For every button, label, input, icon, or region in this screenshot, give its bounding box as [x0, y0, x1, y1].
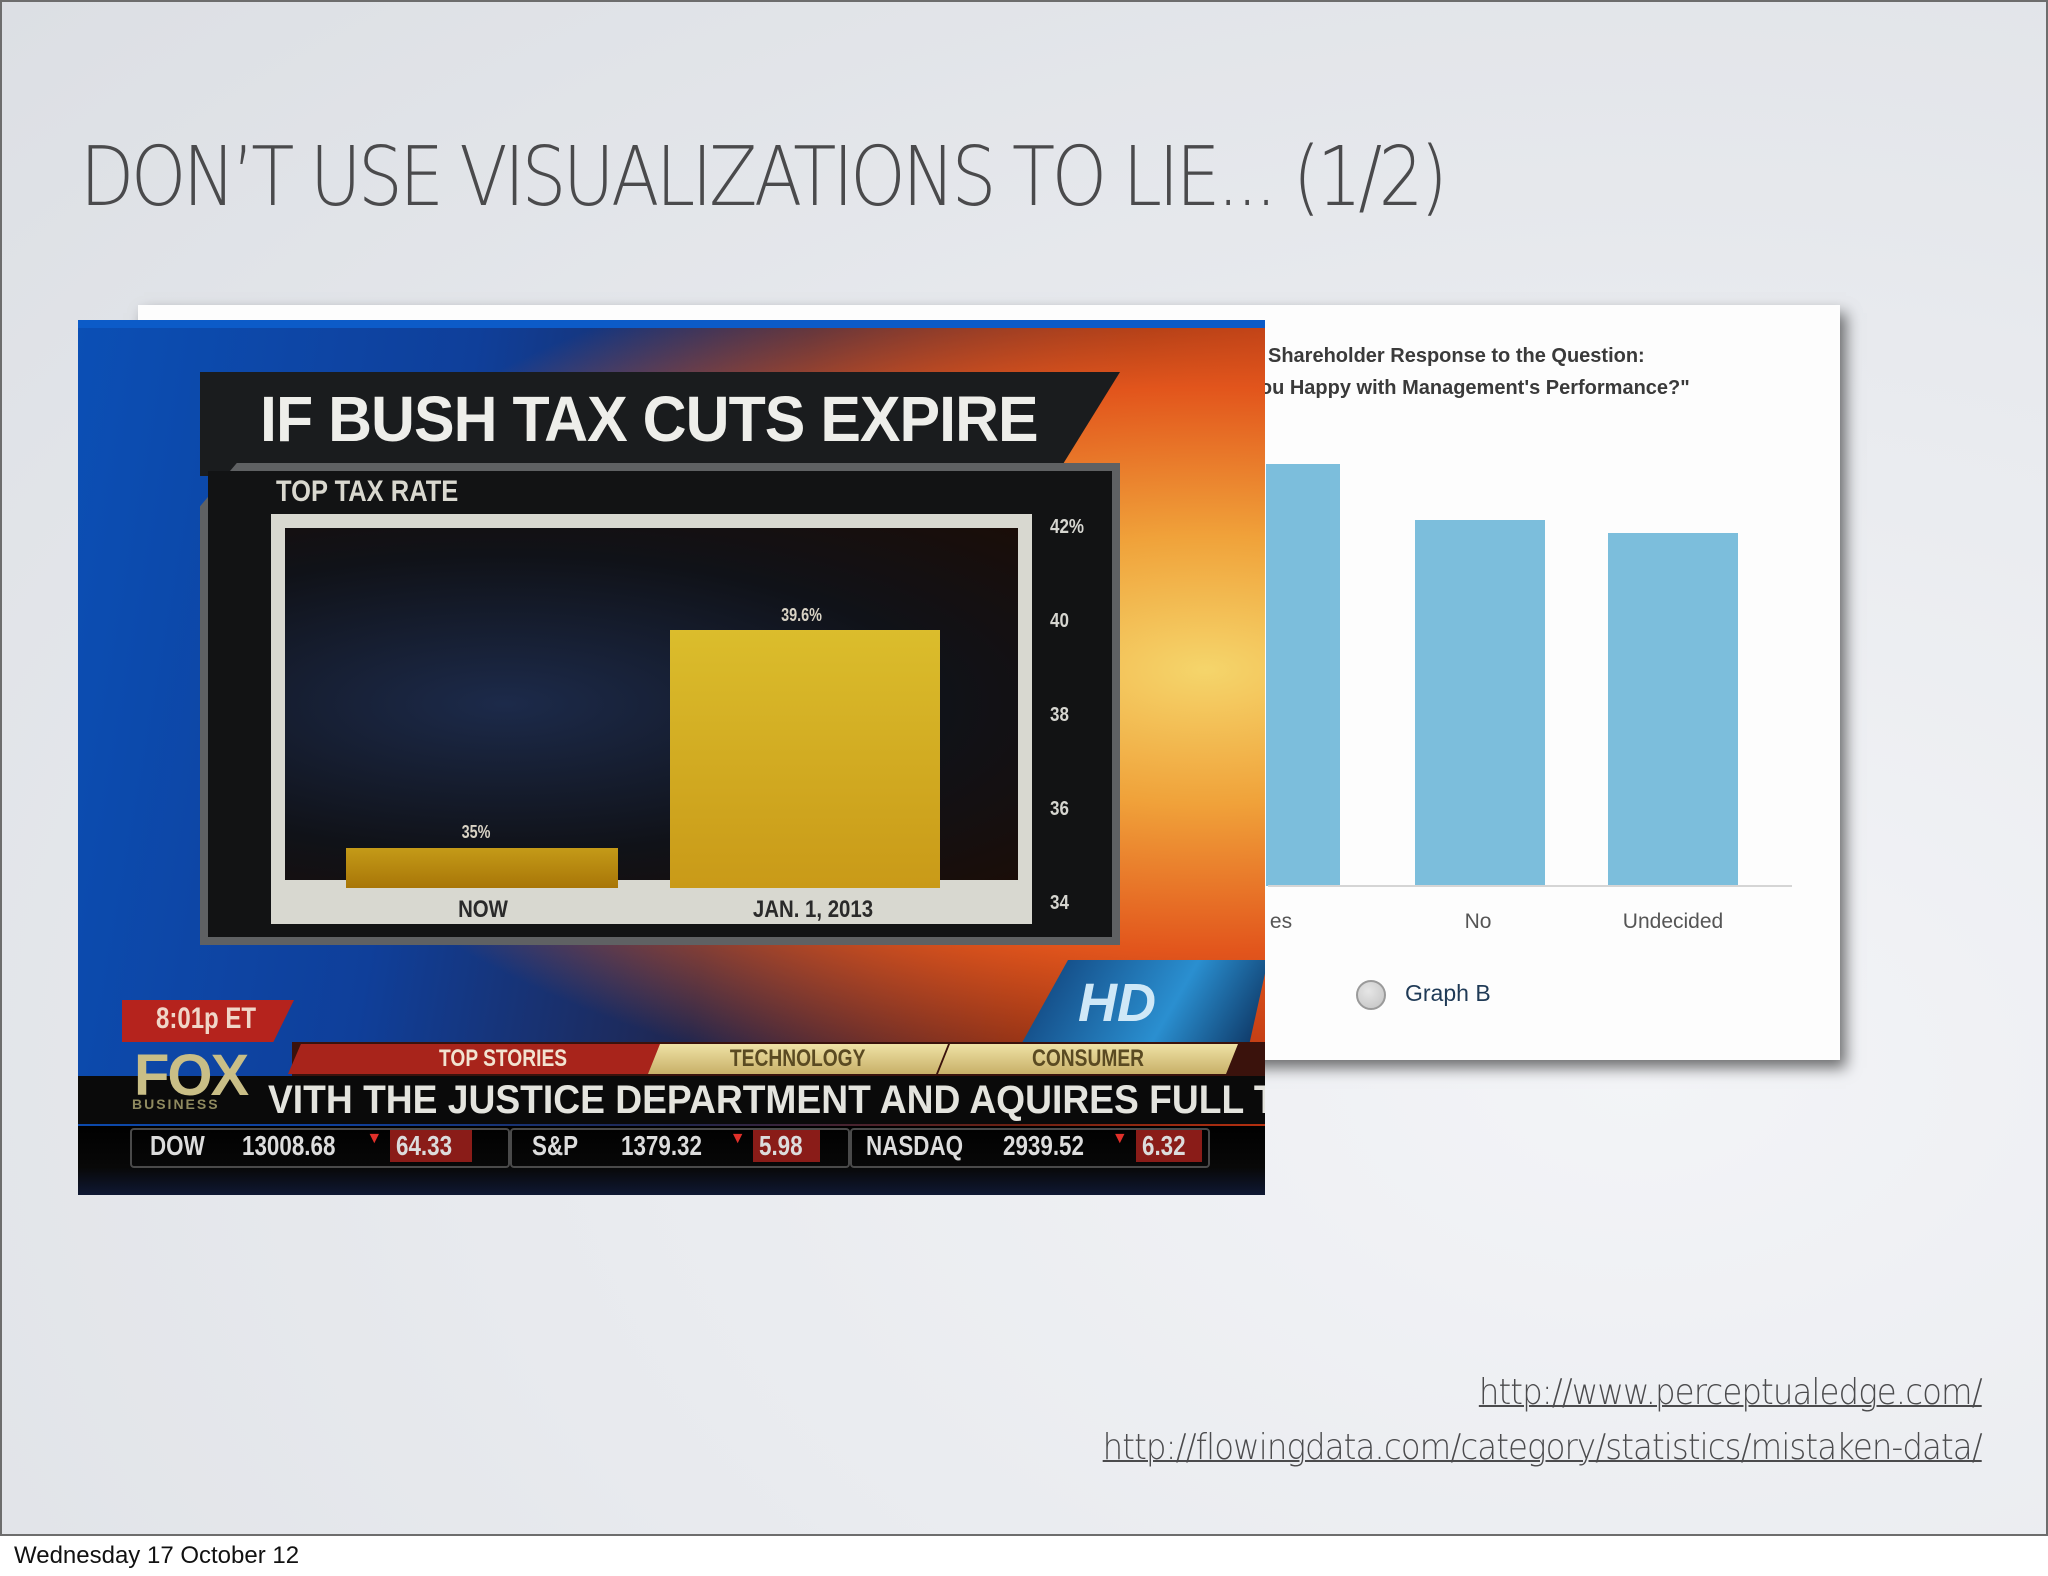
fox-stock-ticker: [78, 1126, 1265, 1195]
fox-hd-text: HD: [1078, 973, 1156, 1033]
fox-business-logo: FOX: [134, 1043, 249, 1108]
graph-b-title: Shareholder Response to the Question: Yo…: [1248, 340, 1708, 404]
fox-subhead: TOP TAX RATE: [276, 475, 459, 508]
fox-tab-label: TOP STORIES: [438, 1045, 568, 1072]
ticker-name: S&P: [532, 1130, 579, 1161]
fox-ytick-38: 38: [1050, 704, 1069, 726]
fox-tab-consumer: CONSUMER: [938, 1044, 1238, 1074]
ticker-name: NASDAQ: [866, 1130, 964, 1161]
fox-business-screenshot: IF BUSH TAX CUTS EXPIRE TOP TAX RATE 35%…: [78, 320, 1265, 1195]
fox-time-tab: [122, 1000, 294, 1042]
fox-ytick-40: 40: [1050, 610, 1069, 632]
fox-bar-now: [346, 848, 618, 888]
link-flowingdata[interactable]: http://flowingdata.com/category/statisti…: [1102, 1427, 1983, 1468]
bar-no: [1415, 520, 1545, 886]
footer-date: Wednesday 17 October 12: [14, 1542, 300, 1569]
fox-top-bar: [78, 320, 1265, 328]
down-arrow-icon: ▼: [366, 1130, 383, 1147]
ticker-name: DOW: [150, 1130, 205, 1161]
fox-ytick-36: 36: [1050, 798, 1069, 820]
fox-tab-label: TECHNOLOGY: [730, 1045, 866, 1072]
graph-b-title-line1: Shareholder Response to the Question:: [1268, 345, 1645, 367]
down-arrow-icon: ▼: [1111, 1130, 1128, 1147]
fox-ytick-42: 42%: [1050, 516, 1085, 538]
fox-ytick-34: 34: [1050, 892, 1069, 914]
category-label-undecided: Undecided: [1622, 910, 1724, 933]
fox-time: 8:01p ET: [156, 1002, 257, 1035]
link-perceptualedge[interactable]: http://www.perceptualedge.com/: [1479, 1372, 1983, 1413]
fox-bar-label-jan: 39.6%: [781, 605, 822, 625]
ticker-value: 13008.68: [241, 1130, 336, 1161]
ticker-change: 5.98: [759, 1130, 803, 1161]
fox-news-crawl: VITH THE JUSTICE DEPARTMENT AND AQUIRES …: [268, 1078, 1265, 1122]
slide-title: DON’T USE VISUALIZATIONS TO LIE... (1/2): [80, 130, 1448, 225]
bar-yes: [1266, 464, 1340, 886]
category-label-yes: es: [1269, 910, 1293, 933]
fox-headline: IF BUSH TAX CUTS EXPIRE: [260, 383, 1039, 455]
fox-bar-jan-2013: [670, 630, 940, 888]
ticker-nasdaq: NASDAQ 2939.52 ▼ 6.32: [850, 1128, 1210, 1168]
slide: DON’T USE VISUALIZATIONS TO LIE... (1/2)…: [0, 0, 2048, 1536]
fox-tab-technology: TECHNOLOGY: [648, 1044, 948, 1074]
fox-tab-label: CONSUMER: [1031, 1045, 1144, 1072]
fox-crawl-bar: [78, 1076, 1265, 1124]
ticker-sp: S&P 1379.32 ▼ 5.98: [510, 1128, 850, 1168]
graph-b-title-line2: You Happy with Management's Performance?…: [1248, 377, 1690, 399]
fox-header-panel: [200, 372, 1120, 476]
source-links: http://www.perceptualedge.com/ http://fl…: [1005, 1372, 1983, 1468]
fox-tab-top-stories: TOP STORIES: [288, 1044, 718, 1074]
ticker-dow: DOW 13008.68 ▼ 64.33: [130, 1128, 510, 1168]
bar-undecided: [1608, 533, 1738, 886]
ticker-value: 1379.32: [620, 1130, 702, 1161]
fox-category-jan: JAN. 1, 2013: [752, 896, 874, 923]
ticker-value: 2939.52: [1002, 1130, 1084, 1161]
category-label-no: No: [1464, 910, 1492, 933]
x-axis-line: [1268, 885, 1792, 887]
fox-bar-label-now: 35%: [461, 822, 491, 842]
down-arrow-icon: ▼: [729, 1130, 746, 1147]
ticker-change: 64.33: [395, 1130, 453, 1161]
graph-b-radio-label[interactable]: Graph B: [1405, 980, 1491, 1006]
fox-business-logo-sub: BUSINESS: [132, 1096, 220, 1112]
fox-category-now: NOW: [458, 896, 508, 923]
ticker-change: 6.32: [1141, 1130, 1186, 1161]
graph-b-radio-button[interactable]: [1356, 980, 1386, 1010]
